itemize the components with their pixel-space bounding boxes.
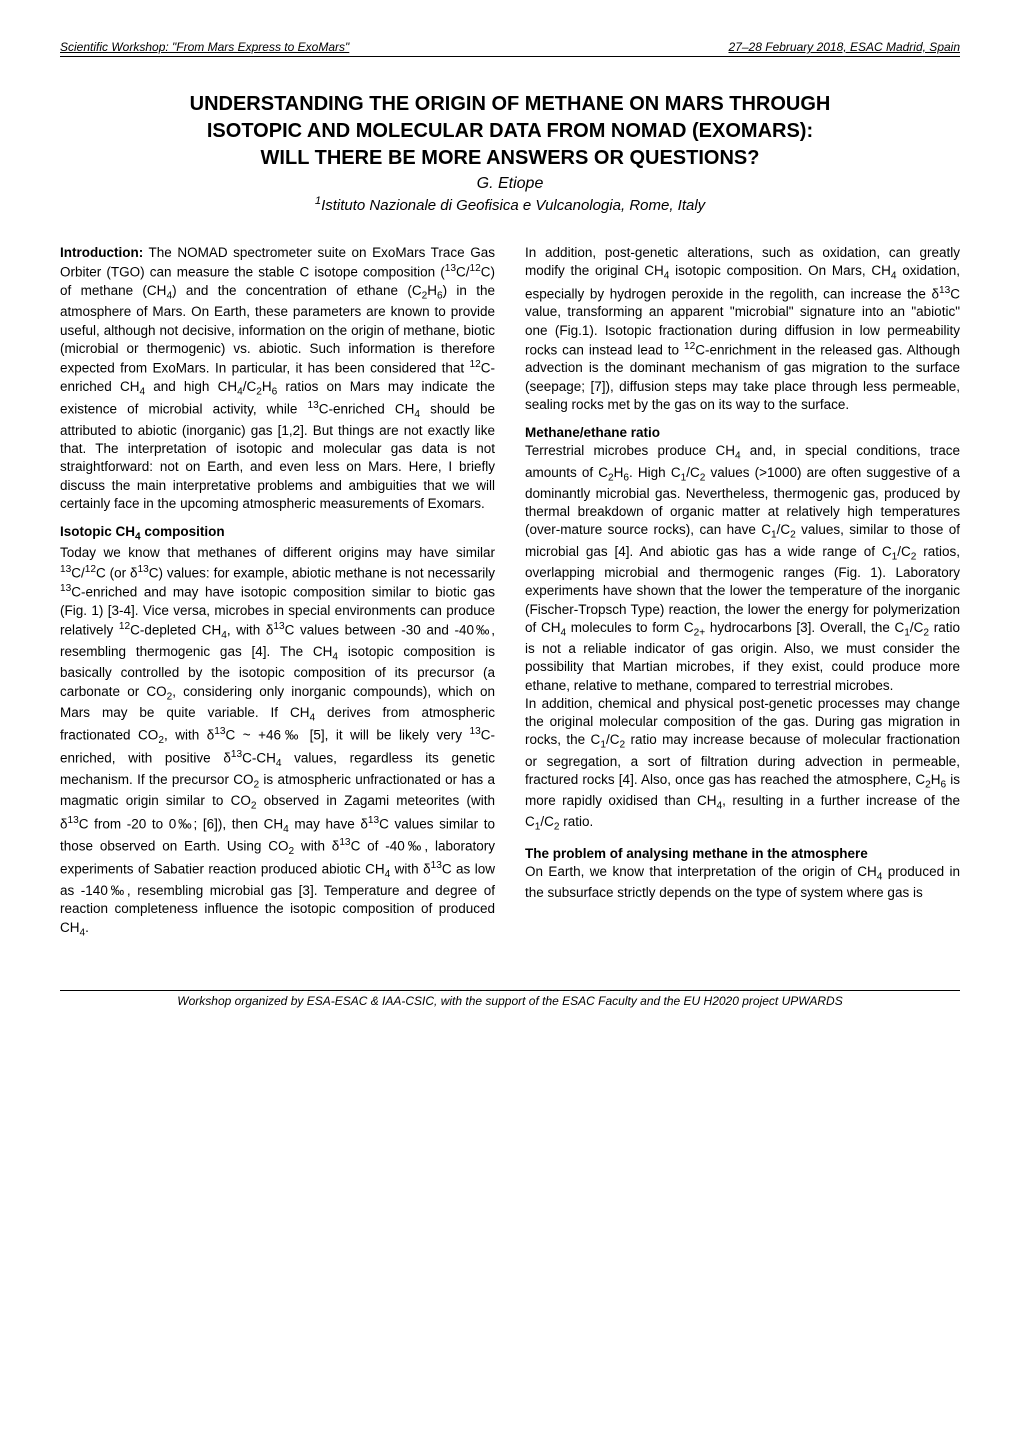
methane-ethane-paragraph: Terrestrial microbes produce CH4 and, in… [525,442,960,694]
header-left: Scientific Workshop: "From Mars Express … [60,40,349,54]
right-column: In addition, post-genetic alterations, s… [525,244,960,940]
left-column: Introduction: The NOMAD spectrometer sui… [60,244,495,940]
paper-title-line2: ISOTOPIC AND MOLECULAR DATA FROM NOMAD (… [60,119,960,144]
isotopic-heading: Isotopic CH4 composition [60,523,495,544]
paper-title-line3: WILL THERE BE MORE ANSWERS OR QUESTIONS? [60,146,960,171]
intro-paragraph: Introduction: The NOMAD spectrometer sui… [60,244,495,513]
paper-title-line1: UNDERSTANDING THE ORIGIN OF METHANE ON M… [60,92,960,117]
author-name: G. Etiope [60,175,960,193]
methane-ethane-heading: Methane/ethane ratio [525,424,960,442]
intro-heading: Introduction: [60,245,143,260]
affiliation: 1Istituto Nazionale di Geofisica e Vulca… [60,195,960,214]
header-right: 27–28 February 2018, ESAC Madrid, Spain [729,40,960,54]
page-container: Scientific Workshop: "From Mars Express … [0,0,1020,1038]
problem-heading: The problem of analysing methane in the … [525,845,960,863]
two-column-layout: Introduction: The NOMAD spectrometer sui… [60,244,960,940]
isotopic-paragraph: Today we know that methanes of different… [60,544,495,940]
running-footer: Workshop organized by ESA-ESAC & IAA-CSI… [60,990,960,1008]
postgenetic2-paragraph: In addition, chemical and physical post-… [525,695,960,835]
postgenetic-paragraph: In addition, post-genetic alterations, s… [525,244,960,414]
problem-paragraph: On Earth, we know that interpretation of… [525,863,960,903]
running-header: Scientific Workshop: "From Mars Express … [60,40,960,57]
